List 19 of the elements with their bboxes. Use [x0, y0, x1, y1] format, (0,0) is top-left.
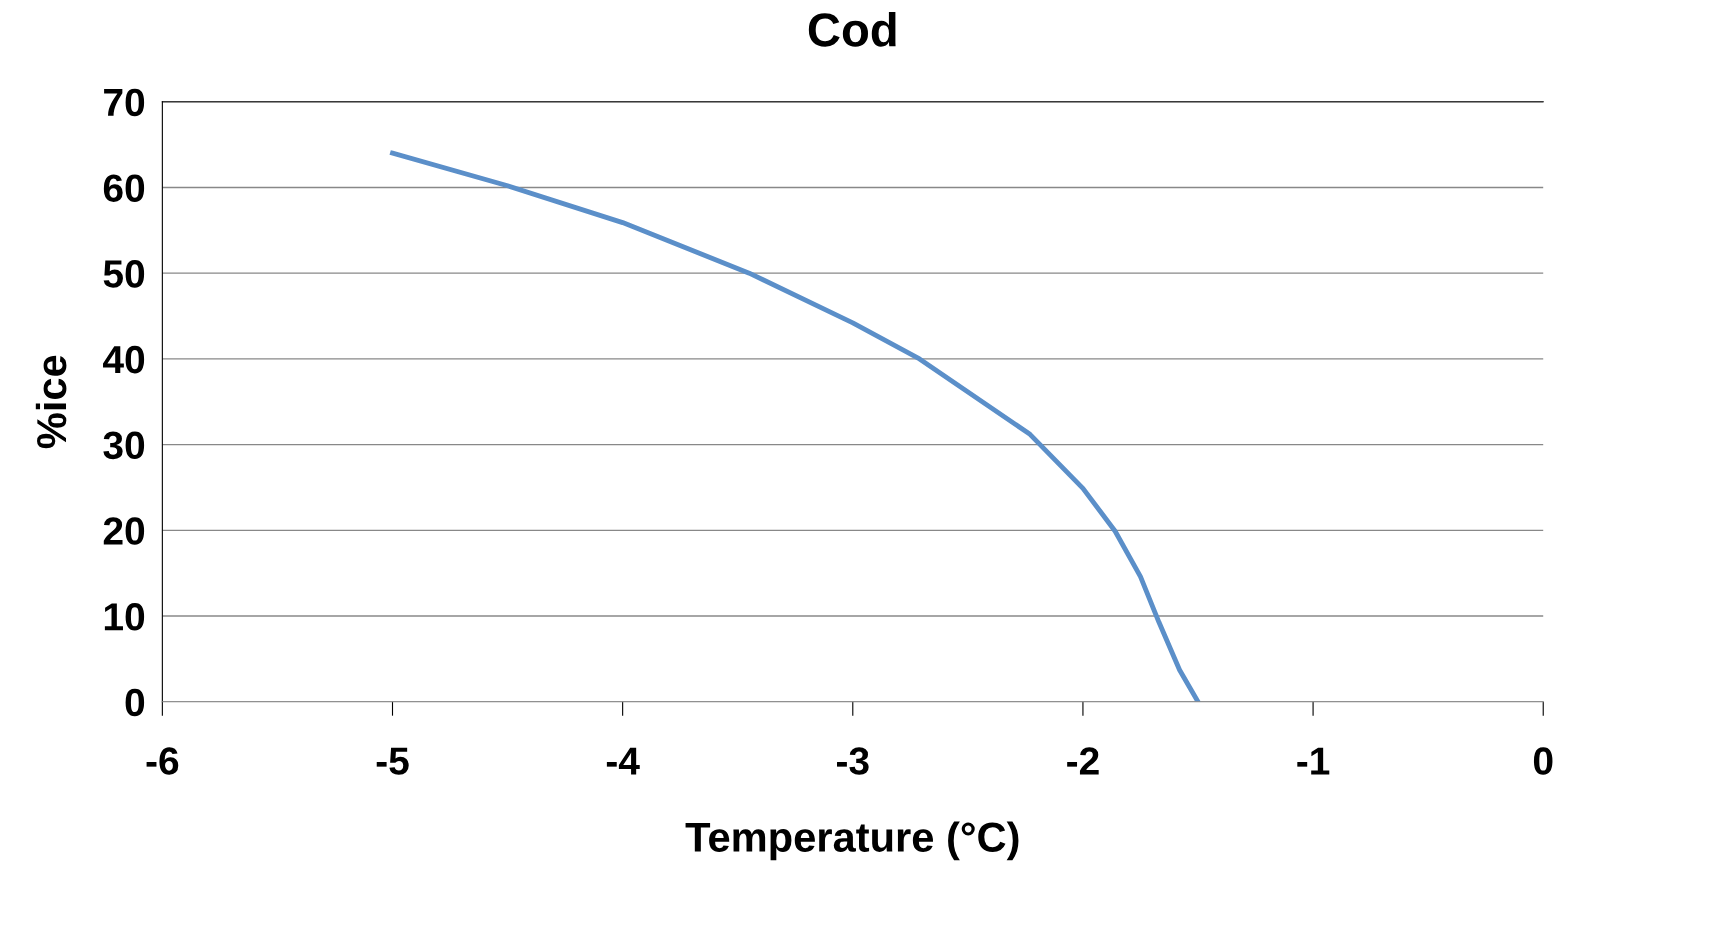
x-tick-label: -4	[606, 747, 640, 775]
y-tick-label: 20	[103, 517, 145, 545]
line-series	[390, 150, 1201, 702]
y-tick-label: 10	[104, 603, 145, 631]
y-tick-label: 50	[103, 260, 145, 288]
y-tick-label: 0	[125, 688, 145, 717]
y-axis-title: %ice	[35, 355, 67, 449]
chart-title: Cod	[808, 11, 896, 47]
x-tick-label: 0	[1533, 747, 1553, 775]
y-tick-label: 30	[103, 431, 145, 460]
x-tick-label: -3	[837, 747, 869, 775]
x-tick-label: -2	[1067, 747, 1099, 775]
x-tick-label: -5	[376, 747, 409, 775]
x-tick-label: -6	[146, 747, 179, 775]
x-tick-label: -1	[1297, 747, 1330, 775]
y-tick-label: 60	[103, 174, 145, 202]
y-tick-label: 40	[103, 345, 145, 374]
y-tick-label: 70	[104, 88, 145, 117]
x-axis-title: Temperature (°C)	[685, 821, 1019, 861]
